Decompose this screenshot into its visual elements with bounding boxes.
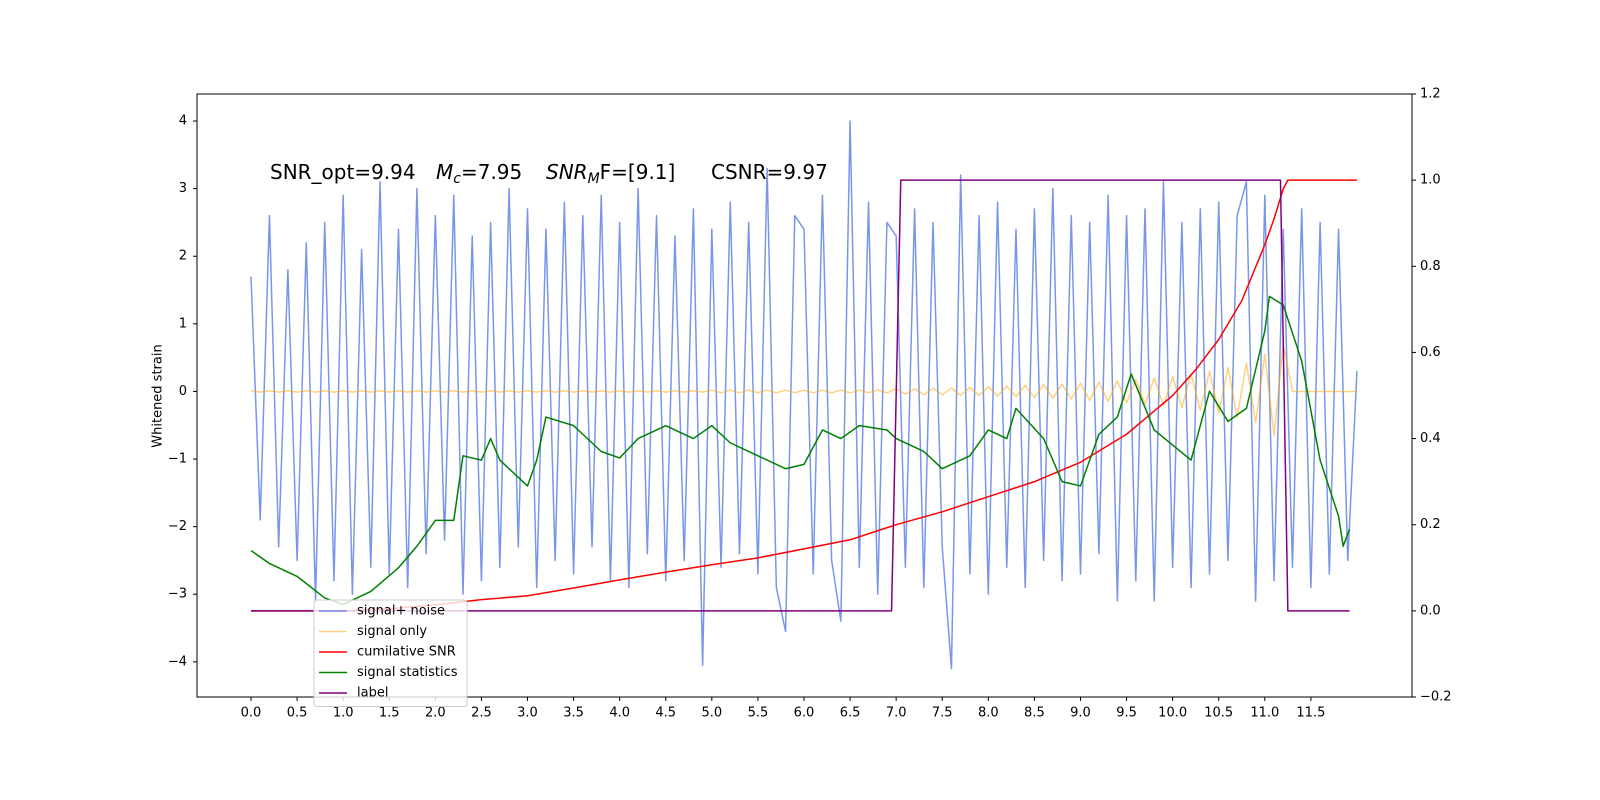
x-tick-label: 5.0 [701, 706, 722, 721]
annotation-symbol: M [436, 160, 453, 184]
y2-tick-label: −0.2 [1420, 690, 1452, 705]
y-axis-label: Whitened strain [151, 344, 166, 447]
x-tick-label: 2.0 [425, 706, 446, 721]
annotation-value: F=[9.1] [600, 160, 676, 184]
legend-label: signal statistics [357, 665, 458, 680]
x-tick-label: 2.5 [471, 706, 492, 721]
y-tick-label: −2 [168, 519, 187, 534]
y2-tick-label: 0.2 [1420, 517, 1441, 532]
x-tick-label: 11.0 [1250, 706, 1279, 721]
series-line [250, 343, 1357, 437]
y2-tick-label: 1.0 [1420, 173, 1441, 188]
series-line [250, 120, 1358, 670]
x-tick-label: 9.5 [1116, 706, 1137, 721]
annotation-symbol: SNR [546, 160, 588, 184]
annotation: CSNR=9.97 [711, 160, 828, 184]
y-tick-label: 0 [179, 384, 187, 399]
y-tick-label: 2 [179, 249, 187, 264]
x-tick-label: 4.0 [609, 706, 630, 721]
y2-tick-label: 1.2 [1420, 87, 1441, 102]
y2-tick-label: 0.8 [1420, 259, 1441, 274]
x-tick-label: 8.5 [1024, 706, 1045, 721]
legend-label: cumilative SNR [357, 645, 456, 660]
annotation-subscript: M [588, 171, 600, 187]
x-tick-label: 7.5 [932, 706, 953, 721]
legend-label: signal+ noise [357, 604, 445, 619]
y-tick-label: 3 [179, 181, 187, 196]
legend-box [313, 599, 468, 707]
series-line [250, 295, 1351, 606]
x-tick-label: 10.0 [1158, 706, 1187, 721]
annotation: SNRMF=[9.1] [546, 160, 675, 188]
y-tick-label: −1 [168, 452, 187, 467]
annotation-text: CSNR=9.97 [711, 160, 828, 184]
y2-tick-label: 0.0 [1420, 603, 1441, 618]
x-tick-label: 8.0 [978, 706, 999, 721]
x-tick-label: 6.0 [794, 706, 815, 721]
x-tick-label: 10.5 [1204, 706, 1233, 721]
x-tick-label: 3.5 [563, 706, 584, 721]
y-tick-label: −4 [168, 654, 187, 669]
annotation-subscript: c [453, 171, 461, 187]
annotation: Mc=7.95 [436, 160, 522, 188]
annotation: SNR_opt=9.94 [270, 160, 416, 184]
y-tick-label: 4 [179, 114, 187, 129]
y-tick-label: −3 [168, 587, 187, 602]
legend-label: signal only [357, 624, 427, 639]
x-tick-label: 5.5 [748, 706, 769, 721]
x-tick-label: 1.0 [333, 706, 354, 721]
y2-tick-label: 0.6 [1420, 345, 1441, 360]
x-tick-label: 0.0 [241, 706, 262, 721]
y-tick-label: 1 [179, 316, 187, 331]
x-tick-label: 9.0 [1070, 706, 1091, 721]
x-tick-label: 4.5 [655, 706, 676, 721]
x-tick-label: 3.0 [517, 706, 538, 721]
x-tick-label: 6.5 [840, 706, 861, 721]
x-tick-label: 1.5 [379, 706, 400, 721]
legend-label: label [357, 686, 388, 701]
plot-frame [196, 93, 1413, 698]
series-line [251, 179, 1350, 612]
series-line [251, 179, 1357, 612]
x-tick-label: 11.5 [1296, 706, 1325, 721]
y2-tick-label: 0.4 [1420, 431, 1441, 446]
x-tick-label: 0.5 [287, 706, 308, 721]
annotation-text: SNR_opt=9.94 [270, 160, 416, 184]
x-tick-label: 7.0 [886, 706, 907, 721]
annotation-value: =7.95 [461, 160, 522, 184]
